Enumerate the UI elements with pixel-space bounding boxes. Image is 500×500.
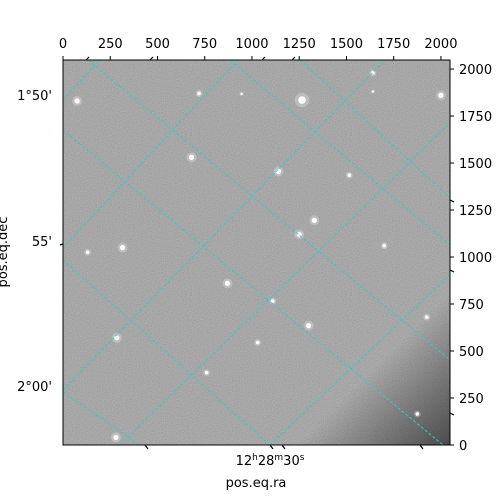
star — [74, 98, 80, 104]
world-tick — [449, 269, 455, 273]
grid-line — [229, 60, 450, 246]
right-axis: 0 250 500 750 1000 1250 1500 1750 2000 — [450, 63, 492, 454]
image-corner-shading — [63, 60, 450, 445]
star — [306, 323, 312, 329]
world-tick — [85, 56, 90, 61]
world-tick — [281, 444, 286, 450]
world-tick — [144, 444, 149, 450]
star — [298, 96, 306, 104]
star — [255, 340, 260, 345]
y-axis-label: pos.eq.dec — [0, 217, 11, 288]
star — [371, 90, 375, 93]
star — [113, 434, 119, 441]
dec-tick-label: 1°50' — [17, 89, 52, 104]
world-tick — [449, 199, 455, 203]
world-ticks — [59, 56, 455, 450]
ra-tick-label: 12h28m30s — [236, 453, 305, 469]
y-tick-label: 500 — [459, 345, 484, 360]
world-tick — [291, 56, 296, 61]
grid-line — [63, 391, 141, 445]
world-tick — [449, 412, 455, 416]
x-axis-label: pos.eq.ra — [226, 476, 287, 491]
y-tick-label: 1500 — [459, 157, 492, 172]
grid-line — [63, 60, 101, 101]
world-tick — [419, 444, 424, 450]
world-tick — [269, 444, 274, 450]
x-tick-label: 1250 — [283, 37, 316, 52]
star — [347, 173, 352, 178]
image-area — [63, 60, 450, 445]
x-tick-label: 0 — [59, 37, 67, 52]
world-tick — [59, 243, 64, 246]
world-tick — [149, 56, 154, 61]
top-axis: 0 250 500 750 1000 1250 1500 1750 2000 — [59, 37, 457, 60]
dec-tick-label: 55' — [32, 235, 52, 250]
y-tick-label: 1000 — [459, 251, 492, 266]
y-tick-label: 1750 — [459, 110, 492, 125]
x-tick-label: 1750 — [377, 37, 410, 52]
x-tick-label: 1000 — [235, 37, 268, 52]
star — [270, 299, 275, 303]
grid-line — [63, 60, 386, 391]
star — [438, 92, 444, 98]
grid-line — [269, 274, 450, 445]
star — [224, 280, 230, 286]
x-tick-label: 250 — [98, 37, 123, 52]
star — [204, 370, 209, 375]
grid-line — [63, 259, 271, 445]
grid-line — [63, 60, 239, 249]
star — [114, 335, 120, 341]
world-tick — [261, 56, 266, 61]
y-tick-label: 750 — [459, 298, 484, 313]
x-tick-label: 2000 — [424, 37, 457, 52]
star — [197, 91, 201, 96]
y-tick-label: 2000 — [459, 63, 492, 78]
x-tick-label: 750 — [192, 37, 217, 52]
star — [119, 245, 126, 251]
dec-tick-label: 2°00' — [17, 380, 52, 395]
grid-line — [299, 60, 450, 199]
grid-line — [119, 122, 450, 445]
y-tick-label: 1250 — [459, 204, 492, 219]
star — [424, 315, 429, 319]
coordinate-grid — [63, 60, 450, 445]
y-tick-label: 0 — [459, 439, 467, 454]
x-tick-label: 1500 — [330, 37, 363, 52]
star — [188, 154, 195, 160]
grid-line — [63, 129, 444, 445]
grid-line — [87, 60, 450, 361]
dec-tick-labels: 1°50' 55' 2°00' — [17, 89, 52, 395]
x-tick-label: 500 — [145, 37, 170, 52]
star — [240, 92, 243, 95]
y-tick-label: 250 — [459, 392, 484, 407]
star — [311, 217, 317, 223]
star — [382, 243, 387, 248]
plot-frame — [62, 59, 451, 446]
star — [85, 250, 90, 255]
star — [415, 412, 420, 416]
